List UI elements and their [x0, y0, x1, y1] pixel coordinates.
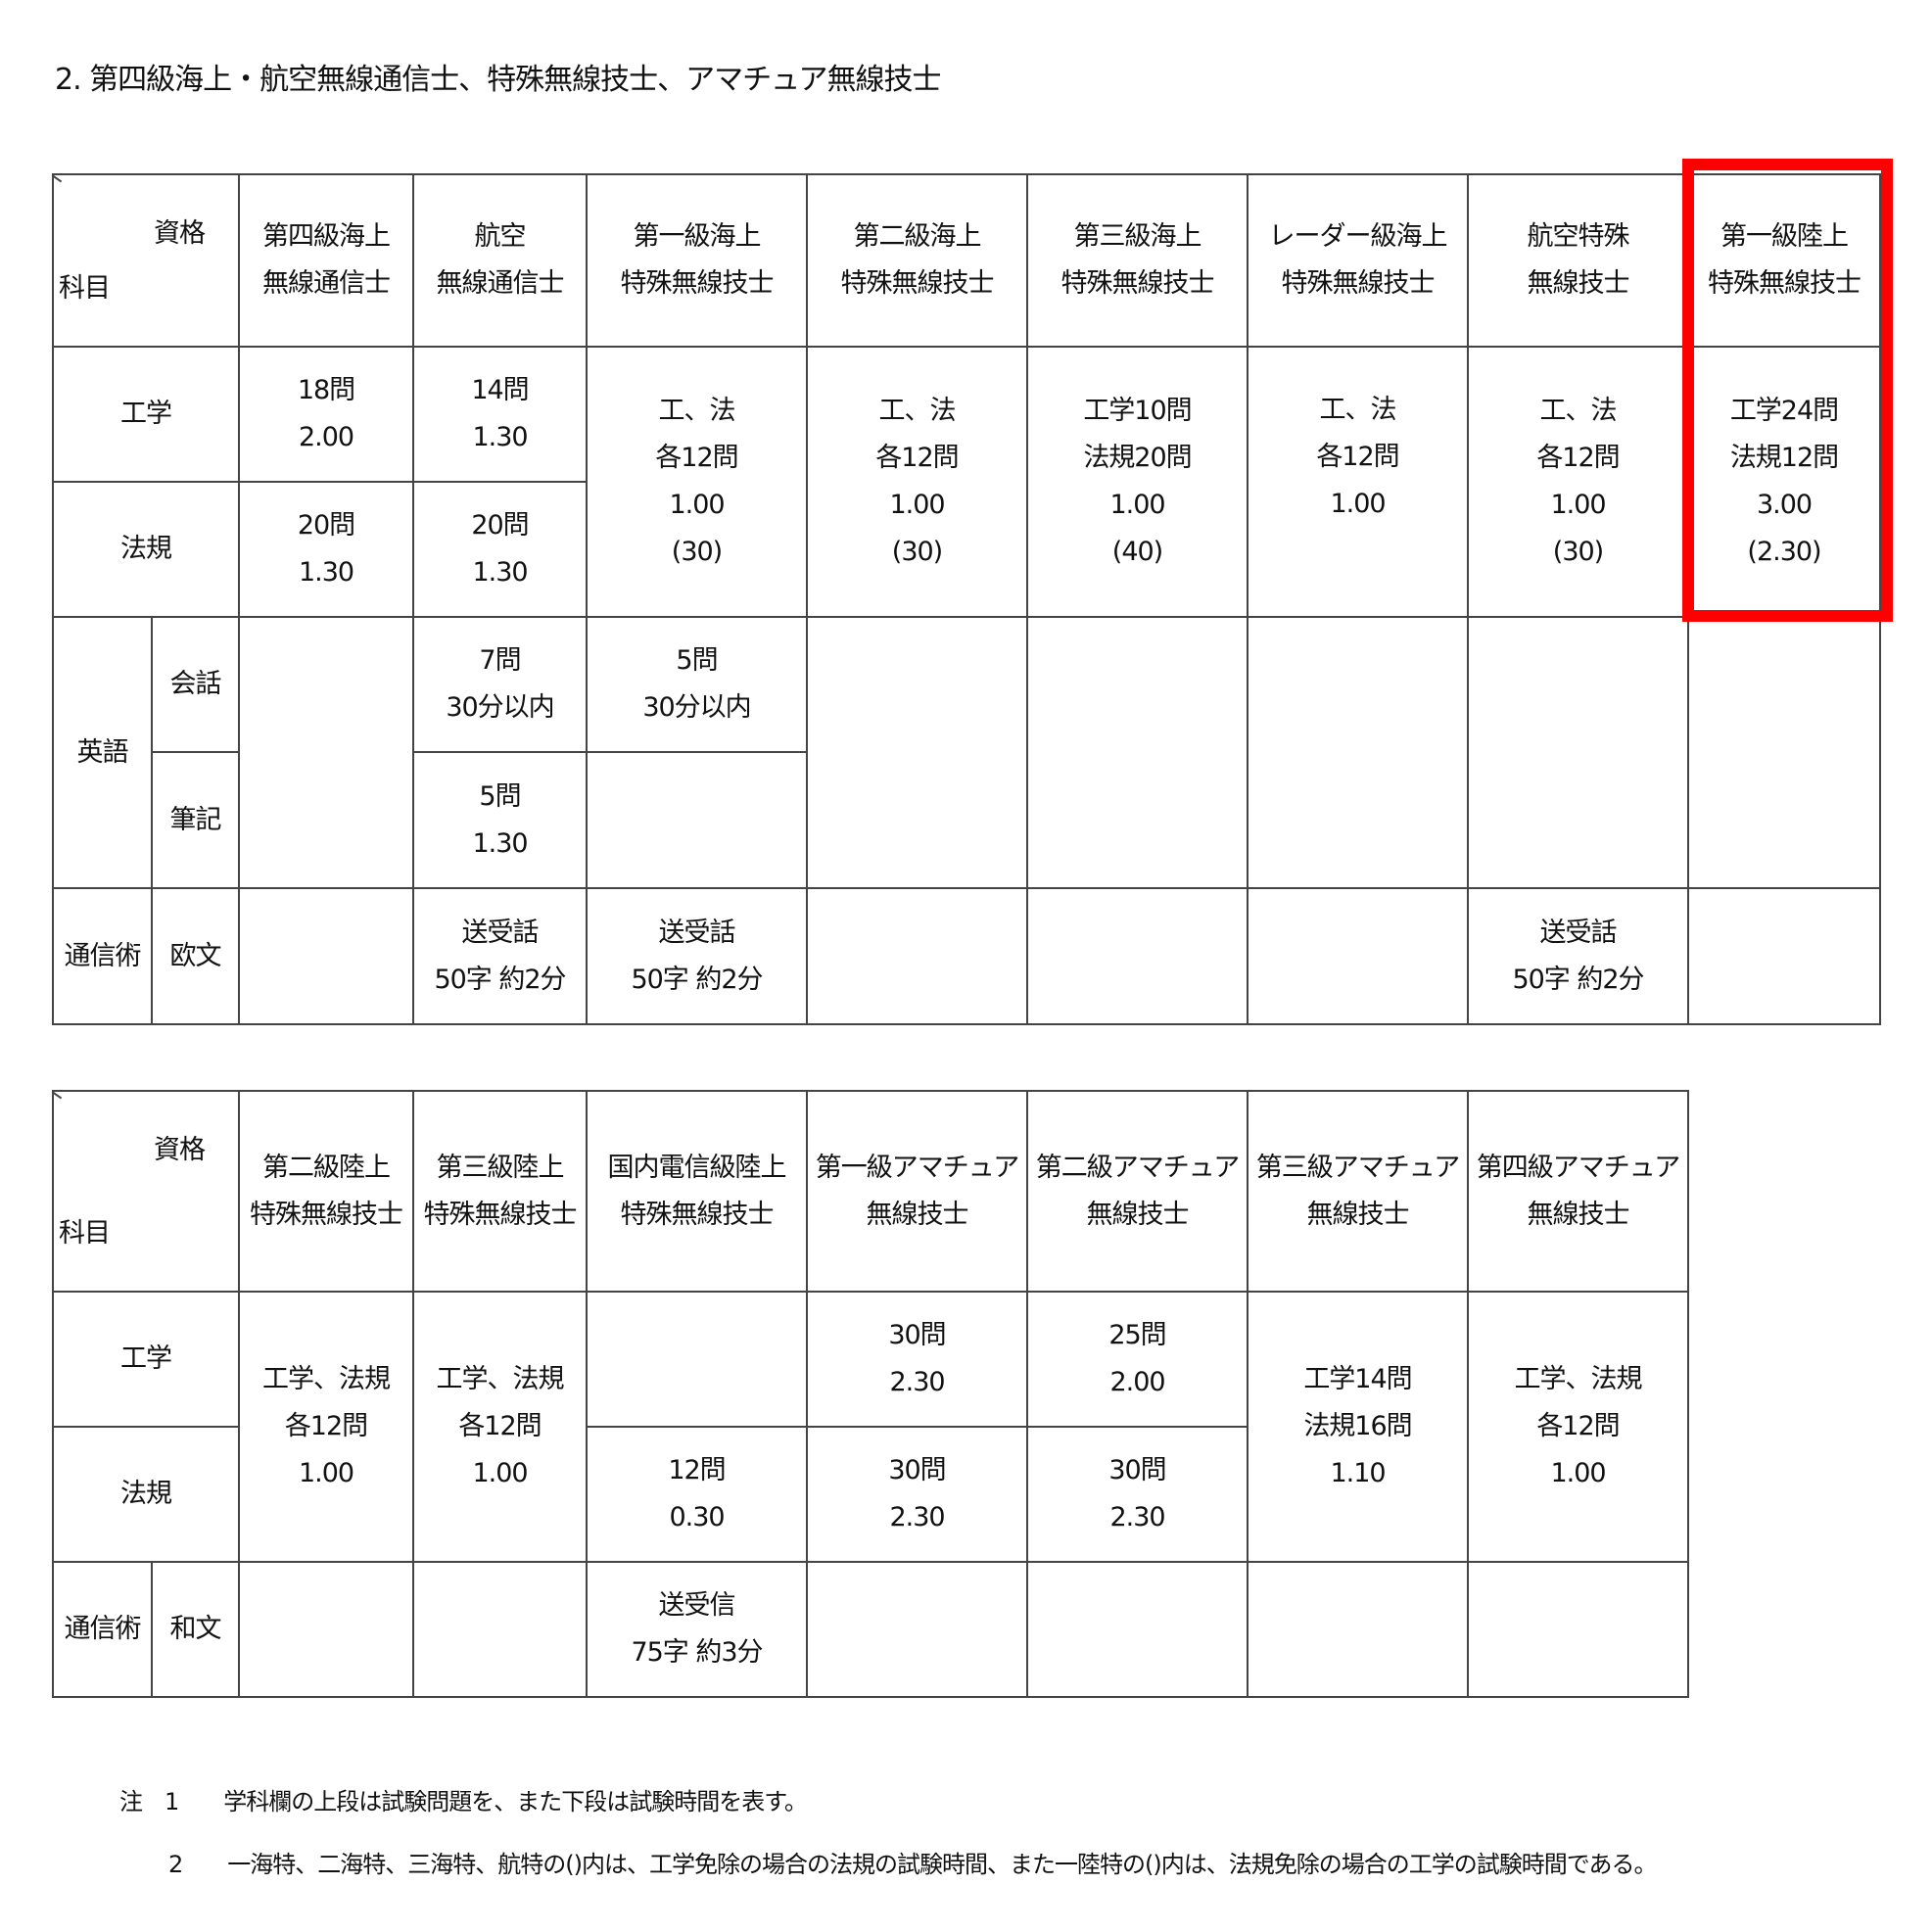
cell: [586, 1291, 808, 1428]
subject-label: 科目: [59, 1218, 111, 1249]
cell: 工学10問 法規20問 1.00 (40): [1026, 346, 1249, 618]
cell: [1026, 616, 1249, 889]
column-header: 第四級海上 無線通信士: [238, 173, 414, 348]
cell: 5問 30分以内: [586, 616, 808, 753]
row-header: 工学: [52, 1291, 240, 1428]
cell: 5問 1.30: [412, 751, 588, 889]
cell: [1026, 1561, 1249, 1698]
cell: 工学、法規 各12問 1.00: [412, 1291, 588, 1563]
column-header: 第三級陸上 特殊無線技士: [412, 1090, 588, 1293]
cell: 送受話 50字 約2分: [586, 887, 808, 1025]
exam-table-1: 資格科目 第四級海上 無線通信士 航空 無線通信士 第一級海上 特殊無線技士 第…: [52, 173, 1881, 1025]
subject-label: 科目: [59, 273, 111, 304]
cell: [1026, 887, 1249, 1025]
row-subheader: 筆記: [151, 751, 240, 889]
cell: [1247, 616, 1469, 889]
qualification-label: 資格: [154, 218, 206, 249]
cell: 7問 30分以内: [412, 616, 588, 753]
cell: 12問 0.30: [586, 1426, 808, 1563]
cell: 送受信 75字 約3分: [586, 1561, 808, 1698]
column-header: 第三級海上 特殊無線技士: [1026, 173, 1249, 348]
row-subheader: 和文: [151, 1561, 240, 1698]
corner-header: 資格科目: [52, 1090, 240, 1293]
highlight-box: [1682, 159, 1893, 622]
cell: [1467, 1561, 1689, 1698]
cell: [412, 1561, 588, 1698]
cell: 工、法 各12問 1.00 (30): [806, 346, 1028, 618]
cell: [1247, 887, 1469, 1025]
column-header: 第二級陸上 特殊無線技士: [238, 1090, 414, 1293]
column-header: 第二級アマチュア 無線技士: [1026, 1090, 1249, 1293]
corner-header: 資格科目: [52, 173, 240, 348]
exam-table-2: 資格科目 第二級陸上 特殊無線技士 第三級陸上 特殊無線技士 国内電信級陸上 特…: [52, 1090, 1689, 1698]
row-header: 通信術: [52, 887, 153, 1025]
cell: 工、法 各12問 1.00 (30): [1467, 346, 1689, 618]
note-1: 注 1 学科欄の上段は試験問題を、また下段は試験時間を表す。: [119, 1782, 808, 1816]
cell: [586, 751, 808, 889]
row-header: 工学: [52, 346, 240, 483]
cell: [806, 1561, 1028, 1698]
cell: 14問 1.30: [412, 346, 588, 483]
cell: [238, 1561, 414, 1698]
row-subheader: 欧文: [151, 887, 240, 1025]
column-header: 第四級アマチュア 無線技士: [1467, 1090, 1689, 1293]
cell: [1247, 1561, 1469, 1698]
cell: 18問 2.00: [238, 346, 414, 483]
column-header: 第一級陸上 特殊無線技士: [1687, 173, 1881, 348]
cell: [806, 616, 1028, 889]
cell: 送受話 50字 約2分: [412, 887, 588, 1025]
cell: [1467, 616, 1689, 889]
note-label: 注 1: [119, 1788, 179, 1815]
cell: 工、法 各12問 1.00 (30): [586, 346, 808, 618]
section-title: 2. 第四級海上・航空無線通信士、特殊無線技士、アマチュア無線技士: [55, 63, 942, 97]
note-2: 2 一海特、二海特、三海特、航特の()内は、工学免除の場合の法規の試験時間、また…: [168, 1845, 1658, 1879]
row-header: 法規: [52, 481, 240, 618]
column-header: 第二級海上 特殊無線技士: [806, 173, 1028, 348]
cell: 工、法 各12問 1.00: [1247, 346, 1469, 618]
note-text: 一海特、二海特、三海特、航特の()内は、工学免除の場合の法規の試験時間、また一陸…: [227, 1851, 1657, 1878]
cell: 工学14問 法規16問 1.10: [1247, 1291, 1469, 1563]
note-text: 学科欄の上段は試験問題を、また下段は試験時間を表す。: [223, 1788, 808, 1815]
cell: 20問 1.30: [412, 481, 588, 618]
cell: [1687, 887, 1881, 1025]
cell: 送受話 50字 約2分: [1467, 887, 1689, 1025]
cell: 工学、法規 各12問 1.00: [1467, 1291, 1689, 1563]
column-header: 国内電信級陸上 特殊無線技士: [586, 1090, 808, 1293]
cell: [1687, 616, 1881, 889]
column-header: レーダー級海上 特殊無線技士: [1247, 173, 1469, 348]
cell: [806, 887, 1028, 1025]
cell: 20問 1.30: [238, 481, 414, 618]
column-header: 航空 無線通信士: [412, 173, 588, 348]
row-header: 法規: [52, 1426, 240, 1563]
column-header: 航空特殊 無線技士: [1467, 173, 1689, 348]
qualification-label: 資格: [154, 1135, 206, 1165]
cell: 25問 2.00: [1026, 1291, 1249, 1428]
cell: 30問 2.30: [806, 1426, 1028, 1563]
cell: 30問 2.30: [1026, 1426, 1249, 1563]
row-header: 通信術: [52, 1561, 153, 1698]
row-subheader: 会話: [151, 616, 240, 753]
row-header: 英語: [52, 616, 153, 889]
cell: [238, 616, 414, 889]
column-header: 第一級アマチュア 無線技士: [806, 1090, 1028, 1293]
cell: 工学、法規 各12問 1.00: [238, 1291, 414, 1563]
cell: [238, 887, 414, 1025]
cell: 30問 2.30: [806, 1291, 1028, 1428]
column-header: 第三級アマチュア 無線技士: [1247, 1090, 1469, 1293]
note-label: 2: [168, 1851, 183, 1878]
column-header: 第一級海上 特殊無線技士: [586, 173, 808, 348]
